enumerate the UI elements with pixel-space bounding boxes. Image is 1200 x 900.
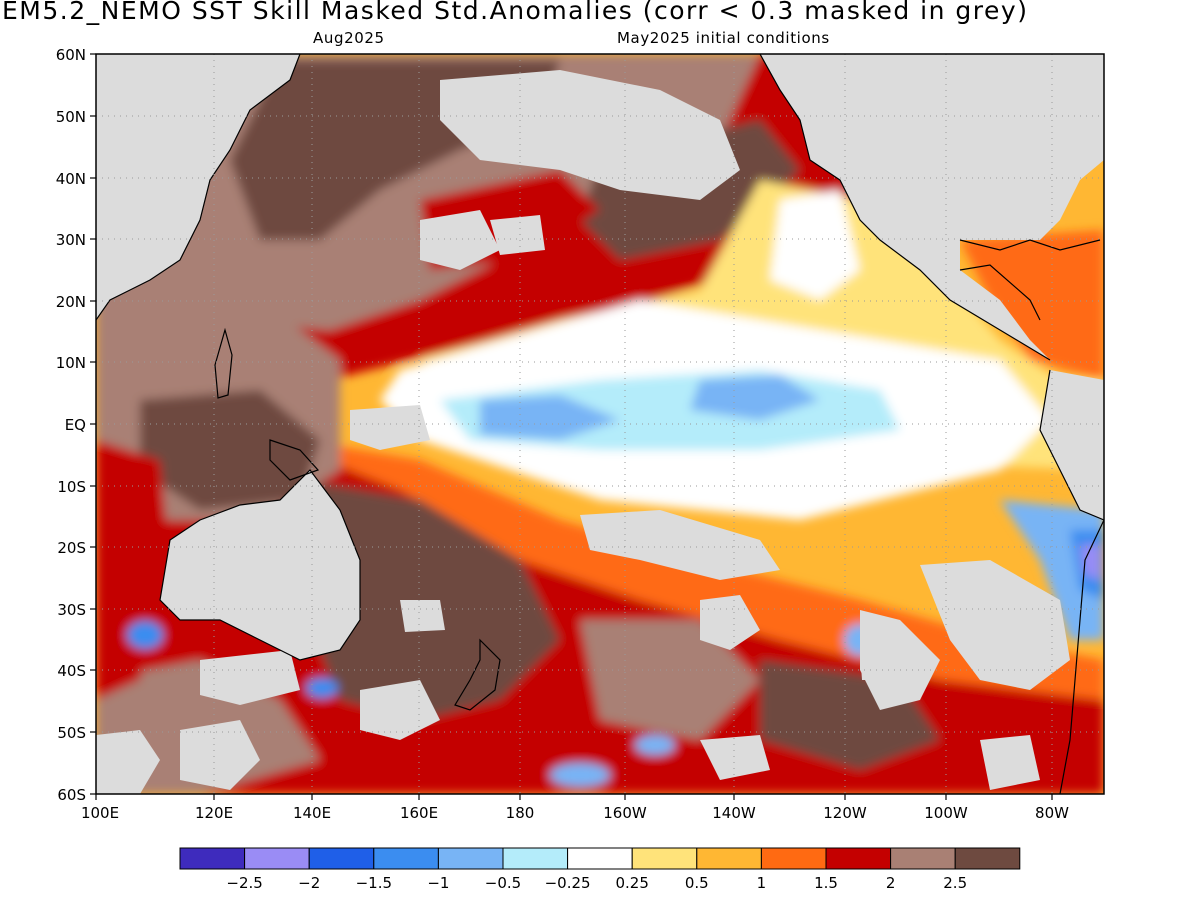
lat-label: 30S <box>57 601 86 619</box>
colorbar-swatch <box>954 847 1021 870</box>
initial-conditions-label: May2025 initial conditions <box>617 29 830 47</box>
lon-ticks <box>95 794 1053 800</box>
lat-label: 50N <box>56 108 86 126</box>
lat-ticks <box>90 53 96 795</box>
lon-labels: 100E 120E 140E 160E 180 160W 140W 120W 1… <box>81 804 1069 822</box>
colorbar-swatch <box>696 847 762 870</box>
colorbar-level-label: 0.25 <box>615 874 648 892</box>
colorbar-level-label: −2.5 <box>226 874 262 892</box>
colorbar-level-label: 2 <box>886 874 896 892</box>
lat-label: 50S <box>57 724 86 742</box>
colorbar-swatch <box>502 847 569 870</box>
colorbar <box>179 847 1021 870</box>
lat-label: 30N <box>56 231 86 249</box>
lon-label: 140E <box>293 804 331 822</box>
colorbar-swatch <box>308 847 375 870</box>
masked-regions <box>96 54 1104 794</box>
colorbar-swatch <box>760 847 827 870</box>
colorbar-level-label: −1.5 <box>356 874 392 892</box>
lat-label: 20N <box>56 293 86 311</box>
lat-labels: 60N 50N 40N 30N 20N 10N EQ 10S 20S 30S 4… <box>56 46 86 804</box>
lon-label: 100W <box>924 804 968 822</box>
colorbar-level-label: −2 <box>298 874 320 892</box>
colorbar-swatch <box>437 847 504 870</box>
colorbar-level-label: 1.5 <box>814 874 838 892</box>
lon-label: 100E <box>81 804 119 822</box>
lat-label: 10S <box>57 478 86 496</box>
colorbar-swatch <box>631 847 698 870</box>
coastlines <box>96 54 1104 794</box>
lat-label: 60S <box>57 786 86 804</box>
colorbar-labels: −2.5 −2 −1.5 −1 −0.5 −0.25 0.25 0.5 1 1.5 2 2.5 <box>226 874 967 892</box>
lat-label: 10N <box>56 354 86 372</box>
lon-label: 180 <box>506 804 535 822</box>
lat-label: 40S <box>57 662 86 680</box>
lon-label: 160E <box>400 804 438 822</box>
lat-label: EQ <box>65 416 86 434</box>
lon-label: 120W <box>823 804 867 822</box>
colorbar-swatch <box>373 847 439 870</box>
colorbar-level-label: 1 <box>757 874 767 892</box>
lon-label: 120E <box>195 804 233 822</box>
lon-label: 80W <box>1035 804 1069 822</box>
colorbar-level-label: 0.5 <box>685 874 709 892</box>
forecast-month-label: Aug2025 <box>313 29 385 47</box>
colorbar-swatch <box>244 847 310 870</box>
plot-area <box>96 54 1104 794</box>
colorbar-level-label: −0.5 <box>485 874 521 892</box>
colorbar-swatch <box>825 847 892 870</box>
colorbar-swatch <box>567 847 633 870</box>
colorbar-swatch <box>179 847 246 870</box>
chart-title: EM5.2_NEMO SST Skill Masked Std.Anomalie… <box>2 0 1029 25</box>
lat-label: 40N <box>56 170 86 188</box>
grid-lines <box>96 54 1104 794</box>
lat-label: 60N <box>56 46 86 64</box>
colorbar-swatch <box>890 847 956 870</box>
lon-label: 160W <box>603 804 647 822</box>
lat-label: 20S <box>57 539 86 557</box>
colorbar-level-label: −0.25 <box>545 874 591 892</box>
colorbar-level-label: 2.5 <box>943 874 967 892</box>
lon-label: 140W <box>712 804 756 822</box>
colorbar-level-label: −1 <box>427 874 449 892</box>
